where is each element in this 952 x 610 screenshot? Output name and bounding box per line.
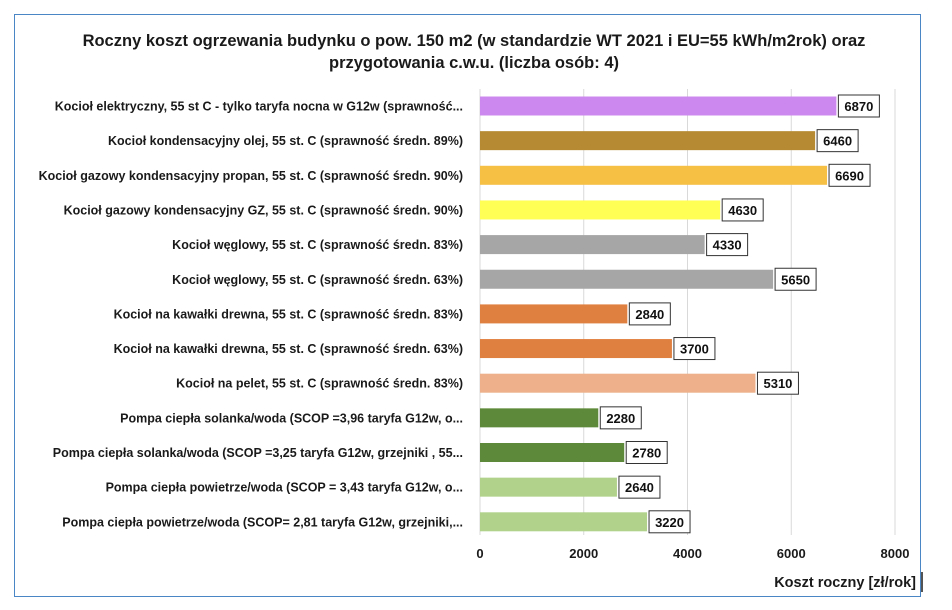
data-label-box <box>706 233 749 257</box>
x-axis-title: Koszt roczny [zł/rok] <box>774 575 916 591</box>
category-label: Kocioł gazowy kondensacyjny propan, 55 s… <box>39 169 463 183</box>
data-label-box <box>816 129 859 153</box>
data-label-box <box>599 406 642 430</box>
data-label-box <box>648 510 691 534</box>
data-label: 3700 <box>680 342 709 357</box>
bar <box>480 408 599 428</box>
data-label: 2640 <box>625 480 654 495</box>
chart-title: Roczny koszt ogrzewania budynku o pow. 1… <box>82 32 866 72</box>
category-label: Pompa ciepła solanka/woda (SCOP =3,25 ta… <box>53 446 463 460</box>
x-tick-label: 4000 <box>673 546 702 561</box>
data-label: 6690 <box>835 168 864 183</box>
category-label: Pompa ciepła powietrze/woda (SCOP= 2,81 … <box>62 515 463 529</box>
category-label: Kocioł kondensacyjny olej, 55 st. C (spr… <box>108 134 463 148</box>
data-label-box <box>837 94 880 118</box>
x-tick-label: 8000 <box>881 546 910 561</box>
bar <box>480 96 837 116</box>
data-label-box <box>625 441 668 464</box>
data-label-box <box>618 475 661 499</box>
category-label: Kocioł elektryczny, 55 st C - tylko tary… <box>55 100 463 114</box>
bar <box>480 165 828 185</box>
data-label: 2840 <box>635 307 664 322</box>
data-label: 5650 <box>781 272 810 287</box>
bar <box>480 304 628 324</box>
data-label: 6870 <box>844 99 873 114</box>
data-label: 4630 <box>728 203 757 218</box>
bar <box>480 200 721 220</box>
data-label-box <box>721 198 764 222</box>
data-label-box <box>828 163 871 187</box>
data-label: 2780 <box>632 446 661 461</box>
category-label: Kocioł na pelet, 55 st. C (sprawność śre… <box>176 377 463 391</box>
bar <box>480 269 774 289</box>
bar <box>480 443 625 462</box>
data-label-box <box>673 337 716 361</box>
data-label: 2280 <box>606 411 635 426</box>
x-tick-label: 0 <box>476 546 483 561</box>
bar <box>480 373 756 393</box>
bar <box>480 131 816 151</box>
data-label: 4330 <box>713 238 742 253</box>
category-label: Kocioł gazowy kondensacyjny GZ, 55 st. C… <box>64 203 463 217</box>
category-label: Kocioł na kawałki drewna, 55 st. C (spra… <box>114 307 463 321</box>
category-label: Kocioł na kawałki drewna, 55 st. C (spra… <box>114 342 463 356</box>
category-label: Pompa ciepła powietrze/woda (SCOP = 3,43… <box>106 481 463 495</box>
x-tick-label: 2000 <box>569 546 598 561</box>
data-label: 3220 <box>655 515 684 530</box>
bar <box>480 235 705 255</box>
data-label-box <box>628 302 671 326</box>
x-tick-label: 6000 <box>777 546 806 561</box>
category-label: Kocioł węglowy, 55 st. C (sprawność śred… <box>172 273 463 287</box>
category-label: Kocioł węglowy, 55 st. C (sprawność śred… <box>172 238 463 252</box>
bar <box>480 339 672 359</box>
data-label: 6460 <box>823 134 852 149</box>
data-label: 5310 <box>763 376 792 391</box>
data-label-box <box>756 371 799 395</box>
bar <box>480 477 617 497</box>
category-label: Pompa ciepła solanka/woda (SCOP =3,96 ta… <box>120 411 463 425</box>
data-label-box <box>774 267 817 291</box>
bar <box>480 512 648 532</box>
